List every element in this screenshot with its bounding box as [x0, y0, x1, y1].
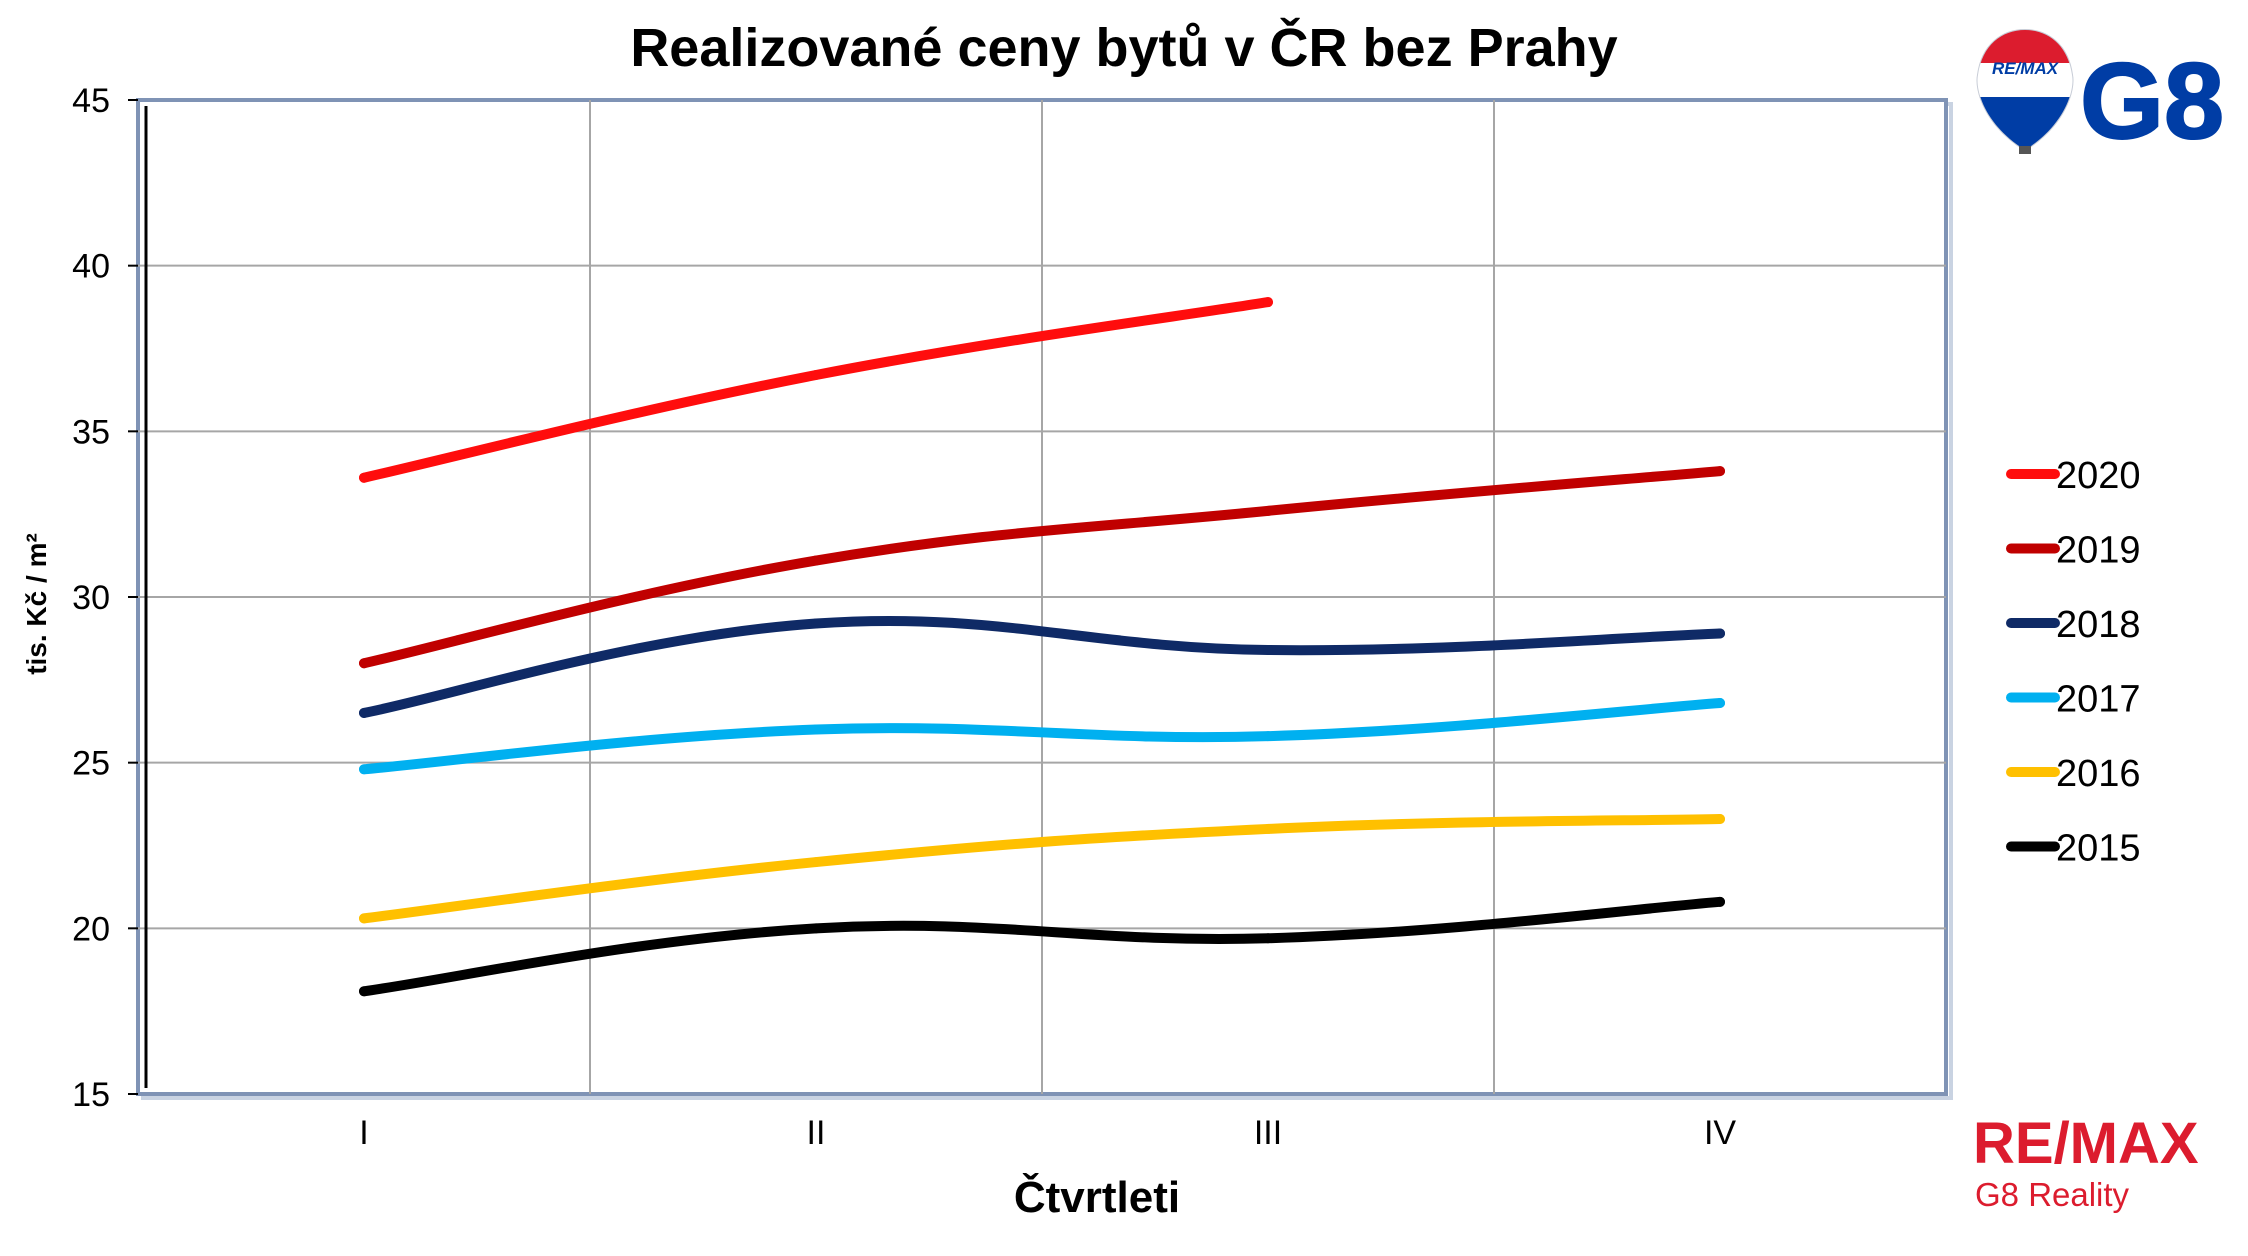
y-tick-label-45: 45 — [72, 82, 110, 120]
legend-label-2019: 2019 — [2056, 530, 2141, 572]
legend-label-2020: 2020 — [2056, 455, 2141, 497]
point-2017-3 — [1263, 731, 1273, 742]
remax-balloon-logo: RE/MAX — [1976, 28, 2074, 154]
remax-wordmark: RE/MAX — [1973, 1111, 2199, 1176]
balloon-red-band — [1977, 30, 2073, 63]
balloon-basket — [2019, 146, 2031, 154]
x-axis-label: Čtvrtleti — [1014, 1171, 1180, 1222]
g8-reality-text: G8 Reality — [1975, 1176, 2130, 1213]
point-2015-1 — [359, 986, 369, 997]
point-2017-2 — [811, 724, 821, 735]
point-2016-3 — [1263, 823, 1273, 834]
series-lines — [359, 297, 1725, 997]
y-tick-label-15: 15 — [72, 1076, 110, 1114]
y-tick-label-40: 40 — [72, 248, 110, 286]
point-2018-1 — [359, 707, 369, 718]
point-2020-1 — [359, 472, 369, 483]
balloon-white-band — [1977, 63, 2073, 97]
point-2019-3 — [1263, 505, 1273, 516]
series-line-2016 — [359, 813, 1725, 924]
point-2018-2 — [811, 618, 821, 629]
x-axis: I II III IV — [359, 1114, 1736, 1152]
y-axis-label: tis. Kč / m² — [21, 533, 52, 675]
series-line-2017 — [359, 698, 1725, 775]
point-2018-3 — [1263, 645, 1273, 656]
point-2020-2 — [811, 370, 821, 381]
y-axis: 15 20 25 30 35 40 45 — [72, 82, 138, 1114]
legend-label-2016: 2016 — [2056, 753, 2141, 795]
chart-title: Realizované ceny bytů v ČR bez Prahy — [630, 17, 1617, 78]
point-2015-4 — [1715, 896, 1725, 907]
point-2016-4 — [1715, 813, 1725, 824]
g8-logo-text: G8 — [2080, 40, 2224, 161]
legend-label-2017: 2017 — [2056, 679, 2141, 721]
legend-label-2018: 2018 — [2056, 604, 2141, 646]
y-tick-label-25: 25 — [72, 745, 110, 783]
series-line-2018 — [359, 615, 1725, 718]
x-tick-label-4: IV — [1704, 1114, 1736, 1152]
point-2019-2 — [811, 555, 821, 566]
y-tick-label-35: 35 — [72, 413, 110, 451]
x-tick-label-1: I — [359, 1114, 368, 1152]
x-tick-label-2: II — [807, 1114, 826, 1152]
y-tick-label-30: 30 — [72, 579, 110, 617]
legend-label-2015: 2015 — [2056, 828, 2141, 870]
balloon-text: RE/MAX — [1992, 59, 2060, 78]
point-2017-1 — [359, 764, 369, 775]
legend: 2020 2019 2018 2017 2016 2015 — [2006, 455, 2141, 870]
series-line-2019 — [359, 466, 1725, 669]
point-2017-4 — [1715, 698, 1725, 709]
x-tick-label-3: III — [1254, 1114, 1282, 1152]
point-2020-3 — [1263, 297, 1273, 308]
point-2019-1 — [359, 658, 369, 669]
point-2016-2 — [811, 857, 821, 868]
y-tick-label-20: 20 — [72, 910, 110, 948]
series-line-2015 — [359, 896, 1725, 997]
point-2016-1 — [359, 913, 369, 924]
point-2015-3 — [1263, 933, 1273, 944]
point-2015-2 — [811, 923, 821, 934]
point-2019-4 — [1715, 466, 1725, 477]
point-2018-4 — [1715, 628, 1725, 639]
